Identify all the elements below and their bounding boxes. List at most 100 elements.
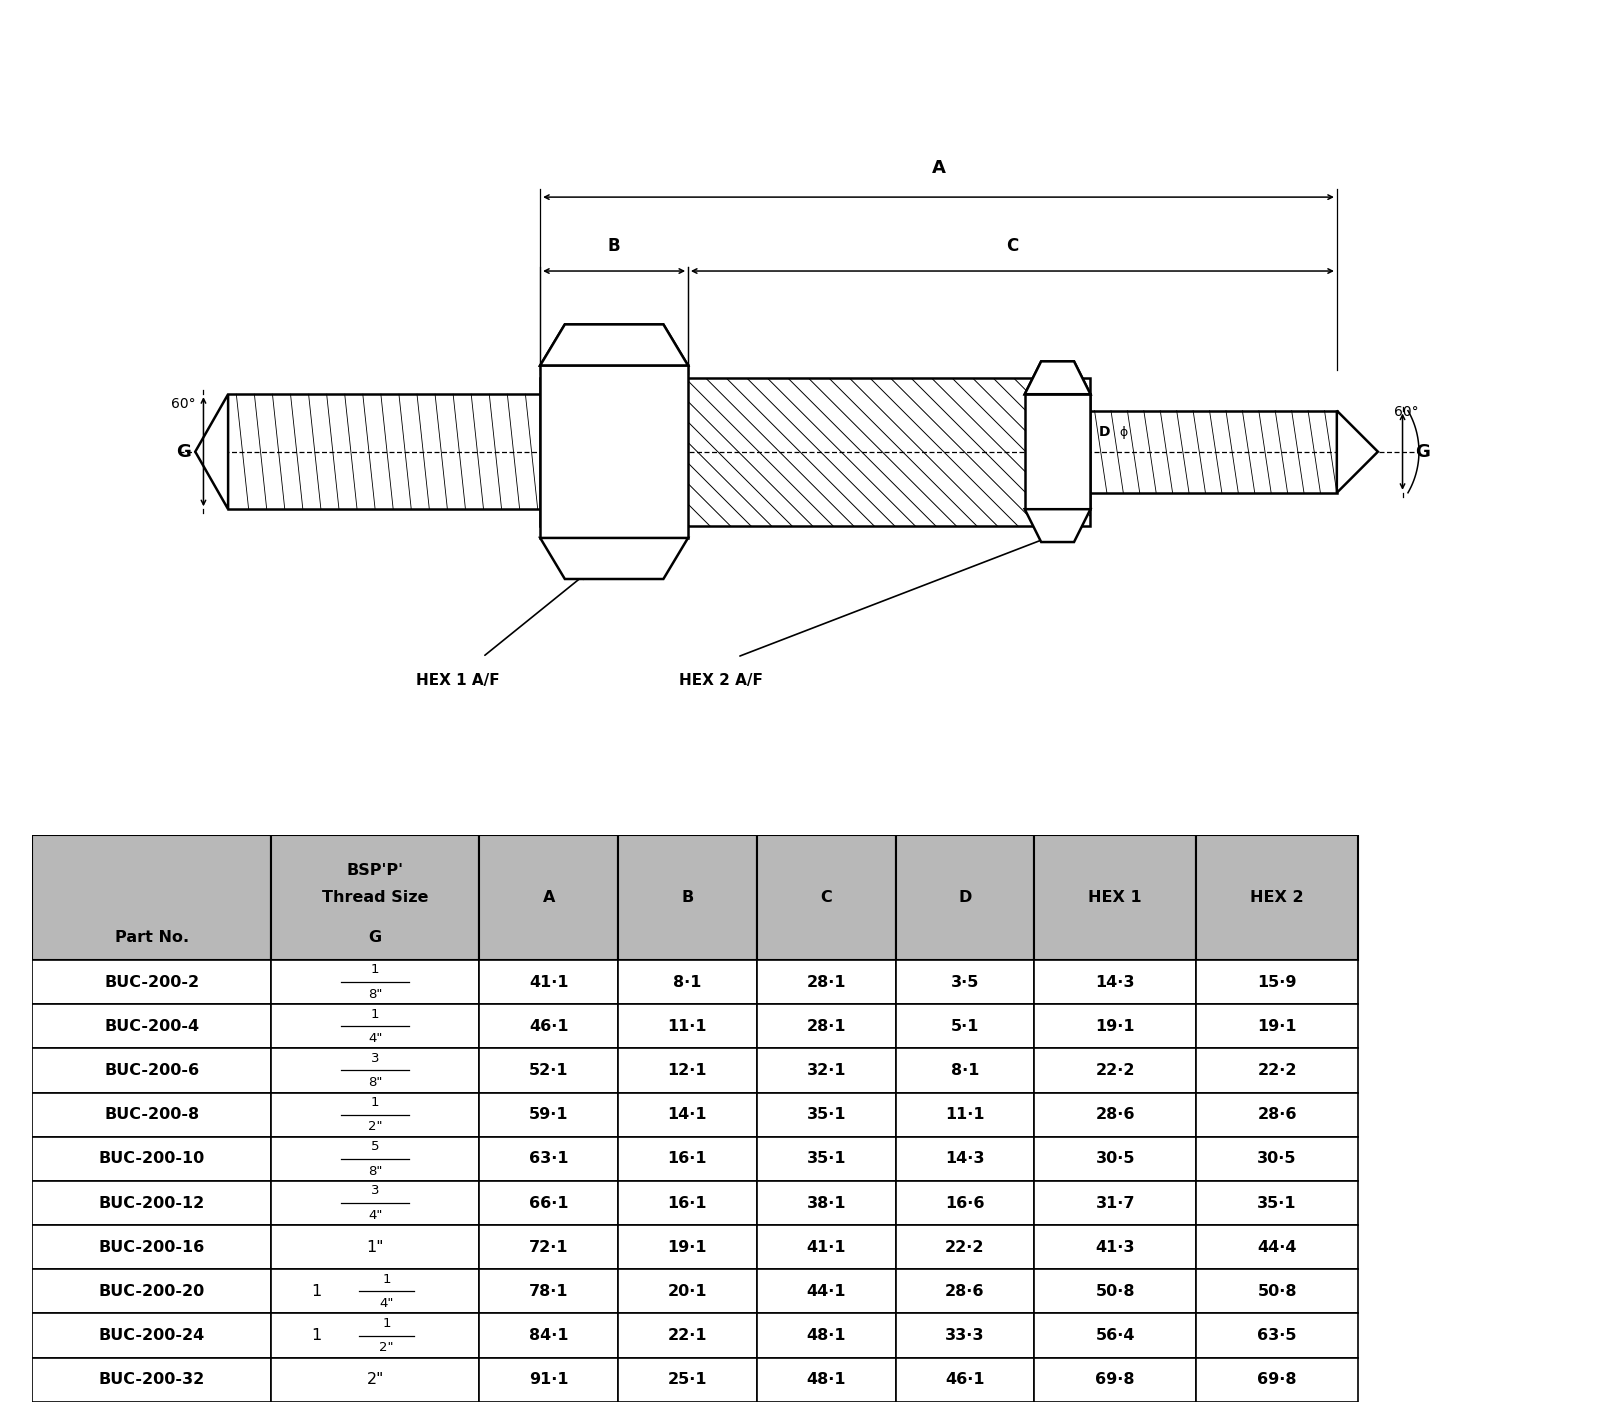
Bar xyxy=(271,1358,478,1402)
Bar xyxy=(478,1137,618,1181)
Bar xyxy=(271,1181,478,1225)
Text: 28·6: 28·6 xyxy=(1095,1107,1135,1121)
Bar xyxy=(756,1004,896,1048)
Bar xyxy=(1034,1269,1196,1314)
Text: 16·1: 16·1 xyxy=(668,1195,706,1211)
Text: 16·1: 16·1 xyxy=(668,1151,706,1167)
Text: BUC-200-6: BUC-200-6 xyxy=(104,1063,199,1078)
Text: D: D xyxy=(958,891,971,905)
Text: 3: 3 xyxy=(371,1052,379,1065)
Text: BUC-200-20: BUC-200-20 xyxy=(98,1284,204,1298)
Text: 25·1: 25·1 xyxy=(668,1372,706,1388)
Bar xyxy=(896,1004,1034,1048)
Bar xyxy=(271,1225,478,1269)
Bar xyxy=(618,1048,756,1093)
Text: 59·1: 59·1 xyxy=(528,1107,568,1121)
Text: 14·3: 14·3 xyxy=(945,1151,984,1167)
Polygon shape xyxy=(1024,510,1090,542)
Text: BUC-200-10: BUC-200-10 xyxy=(98,1151,204,1167)
Text: G: G xyxy=(1414,443,1428,460)
Bar xyxy=(271,1314,478,1358)
Text: 12·1: 12·1 xyxy=(668,1063,706,1078)
Bar xyxy=(1034,1314,1196,1358)
Bar xyxy=(32,835,271,960)
Text: 19·1: 19·1 xyxy=(1257,1020,1295,1034)
Bar xyxy=(756,1358,896,1402)
Text: 69·8: 69·8 xyxy=(1257,1372,1295,1388)
Bar xyxy=(478,835,618,960)
Text: 22·2: 22·2 xyxy=(1095,1063,1135,1078)
Bar xyxy=(478,960,618,1004)
Bar xyxy=(756,1225,896,1269)
Text: 52·1: 52·1 xyxy=(528,1063,568,1078)
Bar xyxy=(896,1269,1034,1314)
Text: 19·1: 19·1 xyxy=(668,1240,706,1255)
Bar xyxy=(478,1225,618,1269)
Bar xyxy=(1034,1358,1196,1402)
Text: 78·1: 78·1 xyxy=(528,1284,568,1298)
Text: 8": 8" xyxy=(368,1076,382,1089)
Bar xyxy=(618,1093,756,1137)
Bar xyxy=(271,1093,478,1137)
Bar xyxy=(896,1314,1034,1358)
Text: 50·8: 50·8 xyxy=(1095,1284,1135,1298)
Bar xyxy=(478,1269,618,1314)
Text: BUC-200-16: BUC-200-16 xyxy=(98,1240,204,1255)
Text: 8": 8" xyxy=(368,988,382,1001)
Bar xyxy=(478,1093,618,1137)
Text: BUC-200-12: BUC-200-12 xyxy=(98,1195,204,1211)
Text: 1: 1 xyxy=(311,1328,321,1342)
Bar xyxy=(1034,1225,1196,1269)
Bar xyxy=(271,1269,478,1314)
Bar xyxy=(271,1004,478,1048)
Text: 5: 5 xyxy=(371,1140,379,1153)
Text: B: B xyxy=(681,891,693,905)
Text: 41·1: 41·1 xyxy=(528,974,568,990)
Text: 4": 4" xyxy=(379,1297,393,1310)
Bar xyxy=(271,1048,478,1093)
Text: 32·1: 32·1 xyxy=(806,1063,846,1078)
Polygon shape xyxy=(539,538,687,579)
Text: 48·1: 48·1 xyxy=(806,1328,846,1342)
Bar xyxy=(756,1181,896,1225)
Text: 1: 1 xyxy=(311,1284,321,1298)
Text: 60°: 60° xyxy=(1393,405,1419,419)
Text: 28·6: 28·6 xyxy=(945,1284,984,1298)
Bar xyxy=(1196,1181,1358,1225)
Bar xyxy=(896,960,1034,1004)
Text: A: A xyxy=(542,891,554,905)
Text: 30·5: 30·5 xyxy=(1095,1151,1135,1167)
Bar xyxy=(618,835,756,960)
Bar xyxy=(1196,960,1358,1004)
Bar xyxy=(618,1225,756,1269)
Bar xyxy=(1196,1137,1358,1181)
Text: 28·1: 28·1 xyxy=(806,974,846,990)
Bar xyxy=(1034,1093,1196,1137)
Text: 3·5: 3·5 xyxy=(950,974,979,990)
Bar xyxy=(618,1137,756,1181)
Bar xyxy=(896,1093,1034,1137)
Bar xyxy=(478,1004,618,1048)
Bar xyxy=(1034,960,1196,1004)
Bar xyxy=(32,1181,271,1225)
Bar xyxy=(32,1358,271,1402)
Bar xyxy=(1196,1314,1358,1358)
Text: G: G xyxy=(369,930,382,944)
Bar xyxy=(618,960,756,1004)
Bar xyxy=(756,835,896,960)
Bar xyxy=(32,1137,271,1181)
Bar xyxy=(1196,1358,1358,1402)
Text: 44·4: 44·4 xyxy=(1257,1240,1295,1255)
Text: B: B xyxy=(607,236,620,255)
Text: 91·1: 91·1 xyxy=(528,1372,568,1388)
Text: 69·8: 69·8 xyxy=(1095,1372,1135,1388)
Text: 60°: 60° xyxy=(170,396,196,411)
Bar xyxy=(1196,1093,1358,1137)
Text: C: C xyxy=(820,891,831,905)
Text: 63·5: 63·5 xyxy=(1257,1328,1295,1342)
Bar xyxy=(896,1358,1034,1402)
Text: 35·1: 35·1 xyxy=(806,1107,846,1121)
Text: 28·1: 28·1 xyxy=(806,1020,846,1034)
Text: 11·1: 11·1 xyxy=(945,1107,984,1121)
Text: 15·9: 15·9 xyxy=(1257,974,1295,990)
